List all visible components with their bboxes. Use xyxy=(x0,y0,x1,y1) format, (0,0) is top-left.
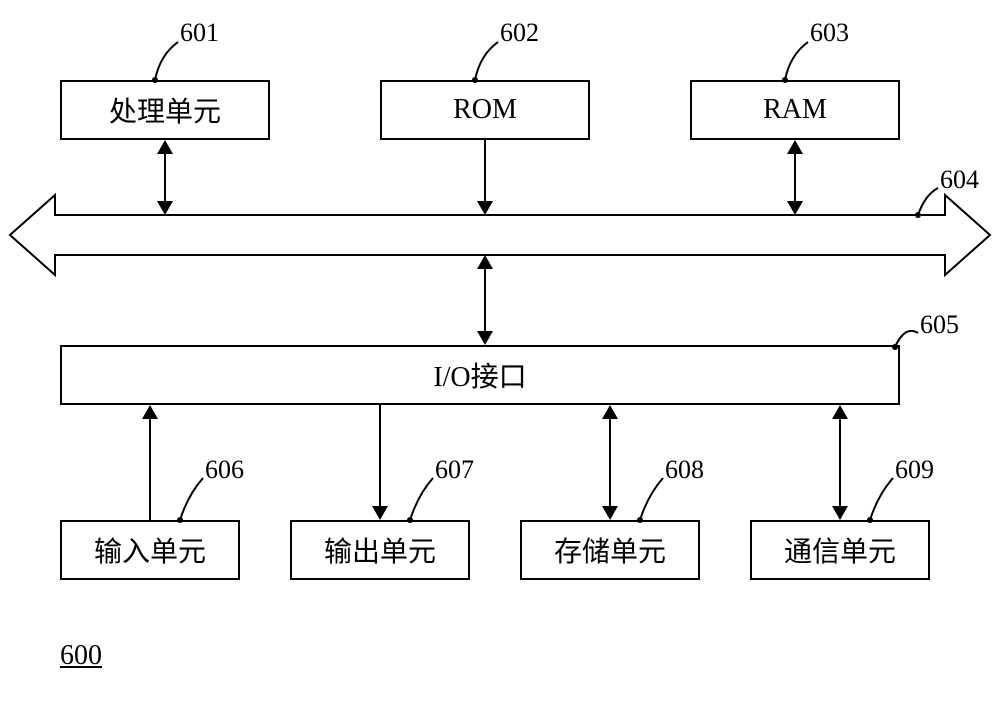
ref-608: 608 xyxy=(665,455,704,485)
ref-604: 604 xyxy=(940,165,979,195)
ref-609: 609 xyxy=(895,455,934,485)
ref-606: 606 xyxy=(205,455,244,485)
leaders xyxy=(0,0,1000,714)
diagram-canvas: 处理单元 ROM RAM I/O接口 输入单元 输出单元 存储单元 通信单元 xyxy=(0,0,1000,714)
ref-607: 607 xyxy=(435,455,474,485)
figure-number: 600 xyxy=(60,640,102,672)
ref-601: 601 xyxy=(180,18,219,48)
ref-602: 602 xyxy=(500,18,539,48)
ref-605: 605 xyxy=(920,310,959,340)
ref-603: 603 xyxy=(810,18,849,48)
